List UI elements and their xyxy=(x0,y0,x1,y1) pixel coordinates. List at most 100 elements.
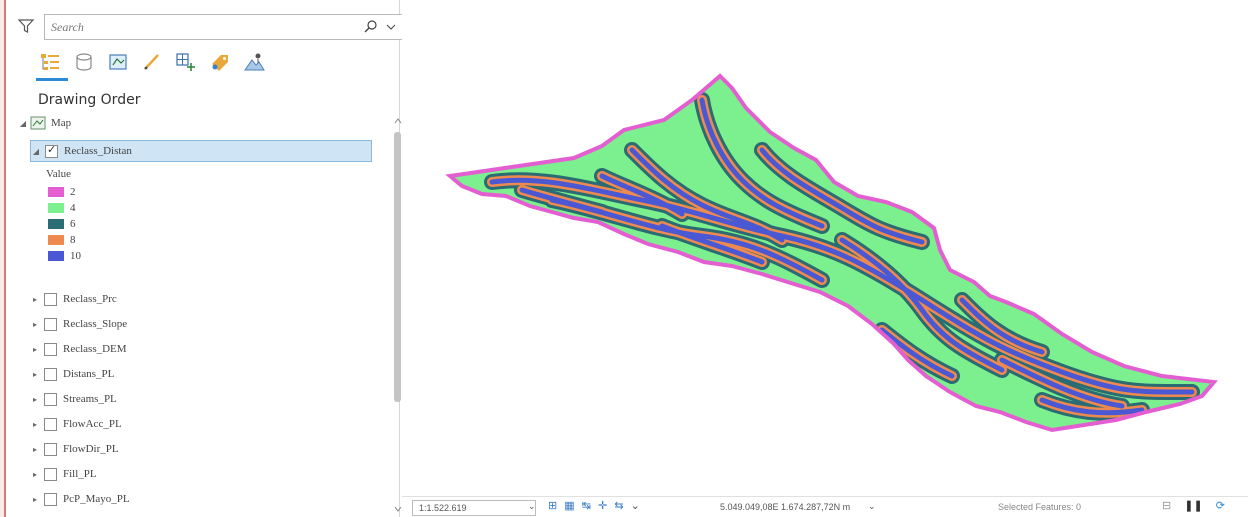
table-icon[interactable]: ⊟ xyxy=(1162,500,1172,512)
layer-visibility-checkbox[interactable] xyxy=(44,317,57,331)
scroll-up-icon[interactable] xyxy=(392,116,404,126)
legend-label: 2 xyxy=(70,186,76,198)
list-by-drawing-order-icon[interactable] xyxy=(36,48,64,76)
map-scale-value: 1:1.522.619 xyxy=(419,503,467,513)
coordinate-units-dropdown[interactable]: ⌄ xyxy=(868,501,876,511)
tools-dropdown-icon[interactable]: ⌄ xyxy=(630,500,640,512)
legend-item: 8 xyxy=(48,232,76,248)
tree-row-reclass-distan[interactable]: ◢ Reclass_Distan xyxy=(30,140,372,162)
expander-icon[interactable]: ◢ xyxy=(19,118,27,128)
tree-row-layer[interactable]: ▸ Distans_PL xyxy=(30,363,114,385)
layer-visibility-checkbox[interactable] xyxy=(44,417,57,431)
legend-label: 8 xyxy=(70,234,76,246)
legend-title: Value xyxy=(46,166,71,182)
layer-visibility-checkbox[interactable] xyxy=(45,143,58,158)
list-by-snapping-icon[interactable] xyxy=(172,48,200,76)
layer-label: Reclass_DEM xyxy=(63,343,127,355)
list-by-labeling-icon[interactable] xyxy=(206,48,234,76)
layer-label: Reclass_Prc xyxy=(63,293,117,305)
expander-icon[interactable]: ▸ xyxy=(32,494,37,504)
list-by-editing-icon[interactable] xyxy=(138,48,166,76)
active-tab-indicator xyxy=(36,78,68,81)
expander-icon[interactable]: ▸ xyxy=(32,369,37,379)
refresh-icon[interactable]: ⟳ xyxy=(1215,500,1225,512)
list-by-perspective-icon[interactable] xyxy=(240,48,268,76)
window-edge-accent xyxy=(0,0,6,517)
fixed-zoom-icon[interactable]: ⊞ xyxy=(548,500,558,512)
layer-tree: ◢ Map ◢ Reclass_Distan Value 2 4 6 8 10 ▸ Rec… xyxy=(18,112,390,517)
layer-label: Reclass_Distan xyxy=(64,145,132,157)
chevron-down-icon[interactable] xyxy=(385,19,397,35)
scale-dropdown-icon[interactable]: ⌄ xyxy=(528,501,536,511)
tree-row-layer[interactable]: ▸ Reclass_DEM xyxy=(30,338,127,360)
search-box xyxy=(44,14,404,40)
contents-scrollbar[interactable] xyxy=(392,112,404,517)
expander-icon[interactable]: ▸ xyxy=(32,344,37,354)
expander-icon[interactable]: ▸ xyxy=(32,419,37,429)
expander-icon[interactable]: ▸ xyxy=(32,444,37,454)
layer-visibility-checkbox[interactable] xyxy=(44,292,57,306)
legend-item: 10 xyxy=(48,248,81,264)
status-bar: 1:1.522.619 ⌄ ⊞ ▦ ↹ ✛ ⇆ ⌄ 5.049.049,08E … xyxy=(402,496,1248,517)
rotation-icon[interactable]: ↹ xyxy=(581,500,591,512)
search-icon[interactable] xyxy=(363,19,379,35)
tree-row-layer[interactable]: ▸ Reclass_Slope xyxy=(30,313,127,335)
layer-visibility-checkbox[interactable] xyxy=(44,392,57,406)
filter-icon[interactable] xyxy=(18,18,34,34)
contents-toolbar xyxy=(36,46,336,81)
grid-icon[interactable]: ▦ xyxy=(564,500,575,512)
expander-icon[interactable]: ▸ xyxy=(32,469,37,479)
search-row xyxy=(16,14,404,40)
scroll-down-icon[interactable] xyxy=(392,504,404,514)
layer-visibility-checkbox[interactable] xyxy=(44,442,57,456)
raster-map[interactable] xyxy=(402,0,1248,490)
legend-swatch[interactable] xyxy=(48,219,64,229)
expander-icon[interactable]: ▸ xyxy=(32,319,37,329)
legend-swatch[interactable] xyxy=(48,203,64,213)
legend-item: 6 xyxy=(48,216,76,232)
map-icon xyxy=(30,116,46,130)
legend-item: 4 xyxy=(48,200,76,216)
expander-icon[interactable]: ▸ xyxy=(32,294,37,304)
tree-row-layer[interactable]: ▸ FlowAcc_PL xyxy=(30,413,122,435)
tree-row-layer[interactable]: ▸ Reclass_Prc xyxy=(30,288,117,310)
layer-label: FlowAcc_PL xyxy=(63,418,122,430)
layer-visibility-checkbox[interactable] xyxy=(44,342,57,356)
map-scale-box[interactable]: 1:1.522.619 xyxy=(412,500,536,516)
snapping-icon[interactable]: ✛ xyxy=(598,500,608,512)
layer-label: Fill_PL xyxy=(63,468,97,480)
legend-title-text: Value xyxy=(46,168,72,180)
legend-label: 4 xyxy=(70,202,76,214)
layer-visibility-checkbox[interactable] xyxy=(44,467,57,481)
tree-row-layer[interactable]: ▸ Streams_PL xyxy=(30,388,117,410)
pause-draw-icon[interactable]: ⇆ xyxy=(614,500,624,512)
map-view[interactable] xyxy=(402,0,1248,490)
legend-label: 6 xyxy=(70,218,76,230)
layer-label: PcP_Mayo_PL xyxy=(63,493,130,505)
navigation-tools: ⊞ ▦ ↹ ✛ ⇆ ⌄ xyxy=(548,499,698,515)
layer-visibility-checkbox[interactable] xyxy=(44,492,57,506)
layer-label: Distans_PL xyxy=(63,368,115,380)
legend-swatch[interactable] xyxy=(48,251,64,261)
coordinates-readout: 5.049.049,08E 1.674.287,72N m xyxy=(720,502,851,512)
search-input[interactable] xyxy=(51,18,351,36)
legend-swatch[interactable] xyxy=(48,235,64,245)
list-by-selection-icon[interactable] xyxy=(104,48,132,76)
pause-icon[interactable]: ❚❚ xyxy=(1184,500,1203,512)
layer-label: Streams_PL xyxy=(63,393,117,405)
tree-row-layer[interactable]: ▸ PcP_Mayo_PL xyxy=(30,488,130,510)
tree-row-map[interactable]: ◢ Map xyxy=(18,112,71,134)
selected-features-count[interactable]: Selected Features: 0 xyxy=(998,502,1082,512)
list-by-source-icon[interactable] xyxy=(70,48,98,76)
layer-visibility-checkbox[interactable] xyxy=(44,367,57,381)
tree-row-layer[interactable]: ▸ FlowDir_PL xyxy=(30,438,119,460)
tree-row-layer[interactable]: ▸ Fill_PL xyxy=(30,463,97,485)
expander-icon[interactable]: ◢ xyxy=(32,146,40,156)
layer-label: Reclass_Slope xyxy=(63,318,128,330)
legend-label: 10 xyxy=(70,250,81,262)
section-title: Drawing Order xyxy=(38,92,141,108)
expander-icon[interactable]: ▸ xyxy=(32,394,37,404)
legend-swatch[interactable] xyxy=(48,187,64,197)
scrollbar-thumb[interactable] xyxy=(394,132,401,402)
layer-label: FlowDir_PL xyxy=(63,443,119,455)
